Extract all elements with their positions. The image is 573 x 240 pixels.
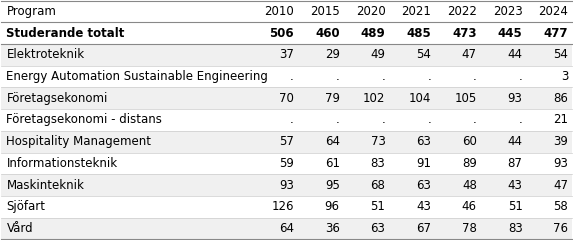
Text: 47: 47 [554, 179, 568, 192]
Text: 86: 86 [554, 92, 568, 105]
Text: .: . [519, 70, 523, 83]
Text: 2020: 2020 [356, 5, 386, 18]
Text: 44: 44 [508, 135, 523, 148]
Text: 93: 93 [554, 157, 568, 170]
Text: 2015: 2015 [310, 5, 340, 18]
Text: 37: 37 [279, 48, 294, 61]
Text: 93: 93 [279, 179, 294, 192]
Text: 96: 96 [325, 200, 340, 213]
Text: .: . [336, 114, 340, 126]
Text: Studerande totalt: Studerande totalt [6, 27, 125, 40]
Text: 51: 51 [508, 200, 523, 213]
Text: 68: 68 [371, 179, 386, 192]
Text: 47: 47 [462, 48, 477, 61]
Text: Program: Program [6, 5, 56, 18]
Bar [1, 218, 572, 239]
Text: Energy Automation Sustainable Engineering: Energy Automation Sustainable Engineerin… [6, 70, 268, 83]
Text: .: . [473, 114, 477, 126]
Text: 76: 76 [554, 222, 568, 235]
Text: 57: 57 [279, 135, 294, 148]
Bar [1, 87, 572, 109]
Text: 39: 39 [554, 135, 568, 148]
Text: 102: 102 [363, 92, 386, 105]
Text: .: . [382, 114, 386, 126]
Text: Vård: Vård [6, 222, 33, 235]
Bar [1, 174, 572, 196]
Text: 473: 473 [452, 27, 477, 40]
Text: 67: 67 [416, 222, 431, 235]
Text: 2023: 2023 [493, 5, 523, 18]
Text: Företagsekonomi - distans: Företagsekonomi - distans [6, 114, 162, 126]
Text: 477: 477 [544, 27, 568, 40]
Text: 48: 48 [462, 179, 477, 192]
Text: 64: 64 [279, 222, 294, 235]
Text: Maskinteknik: Maskinteknik [6, 179, 84, 192]
Text: 21: 21 [554, 114, 568, 126]
Text: Elektroteknik: Elektroteknik [6, 48, 85, 61]
Text: 91: 91 [416, 157, 431, 170]
Text: 485: 485 [406, 27, 431, 40]
Text: 61: 61 [325, 157, 340, 170]
Text: 73: 73 [371, 135, 386, 148]
Text: 506: 506 [269, 27, 294, 40]
Text: 460: 460 [315, 27, 340, 40]
Text: 489: 489 [360, 27, 386, 40]
Text: 2022: 2022 [447, 5, 477, 18]
Text: .: . [290, 70, 294, 83]
Text: 87: 87 [508, 157, 523, 170]
Text: 51: 51 [371, 200, 386, 213]
Text: 54: 54 [416, 48, 431, 61]
Text: .: . [519, 114, 523, 126]
Text: 83: 83 [508, 222, 523, 235]
Text: 43: 43 [508, 179, 523, 192]
Text: 44: 44 [508, 48, 523, 61]
Text: 58: 58 [554, 200, 568, 213]
Text: 2024: 2024 [539, 5, 568, 18]
Text: 36: 36 [325, 222, 340, 235]
Bar [1, 131, 572, 153]
Text: 70: 70 [279, 92, 294, 105]
Text: 83: 83 [371, 157, 386, 170]
Text: 89: 89 [462, 157, 477, 170]
Text: .: . [290, 114, 294, 126]
Text: 79: 79 [325, 92, 340, 105]
Text: .: . [427, 114, 431, 126]
Text: .: . [473, 70, 477, 83]
Text: 3: 3 [561, 70, 568, 83]
Text: Sjöfart: Sjöfart [6, 200, 45, 213]
Text: 2010: 2010 [264, 5, 294, 18]
Text: 445: 445 [498, 27, 523, 40]
Text: 63: 63 [416, 135, 431, 148]
Text: Företagsekonomi: Företagsekonomi [6, 92, 108, 105]
Text: 46: 46 [462, 200, 477, 213]
Text: 60: 60 [462, 135, 477, 148]
Text: 54: 54 [554, 48, 568, 61]
Text: Hospitality Management: Hospitality Management [6, 135, 151, 148]
Text: 64: 64 [325, 135, 340, 148]
Text: 78: 78 [462, 222, 477, 235]
Text: 93: 93 [508, 92, 523, 105]
Bar [1, 44, 572, 66]
Text: .: . [382, 70, 386, 83]
Text: 2021: 2021 [401, 5, 431, 18]
Text: 63: 63 [371, 222, 386, 235]
Text: 126: 126 [272, 200, 294, 213]
Text: .: . [336, 70, 340, 83]
Text: 104: 104 [409, 92, 431, 105]
Text: 63: 63 [416, 179, 431, 192]
Text: .: . [427, 70, 431, 83]
Text: 49: 49 [370, 48, 386, 61]
Text: 105: 105 [454, 92, 477, 105]
Text: 43: 43 [416, 200, 431, 213]
Text: 29: 29 [325, 48, 340, 61]
Text: Informationsteknik: Informationsteknik [6, 157, 117, 170]
Text: 95: 95 [325, 179, 340, 192]
Text: 59: 59 [279, 157, 294, 170]
